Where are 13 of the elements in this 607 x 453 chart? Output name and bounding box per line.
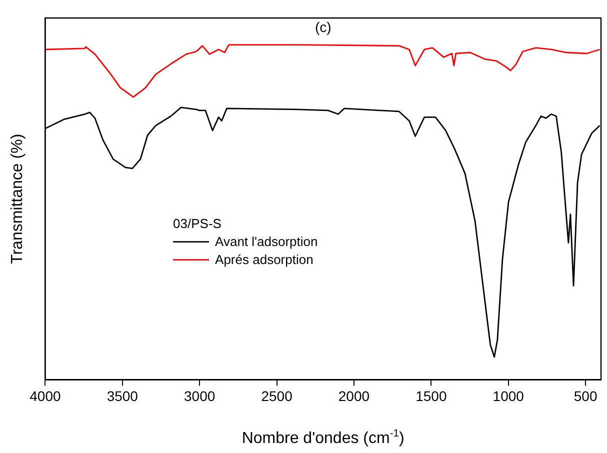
legend-title: 03/PS-S	[173, 216, 222, 231]
legend-label: Aprés adsorption	[215, 252, 314, 267]
x-tick-label: 2500	[261, 388, 293, 404]
x-tick-label: 4000	[30, 388, 61, 404]
x-tick-label: 3500	[106, 388, 138, 404]
legend-label: Avant l'adsorption	[215, 234, 318, 249]
x-tick-label: 1000	[492, 388, 524, 404]
chart-title: (c)	[314, 19, 332, 35]
x-tick-label: 3000	[184, 388, 216, 404]
y-axis-title: Transmittance (%)	[9, 134, 26, 264]
x-tick-label: 500	[574, 388, 598, 404]
x-tick-label: 2000	[338, 388, 370, 404]
x-tick-label: 1500	[416, 388, 447, 404]
